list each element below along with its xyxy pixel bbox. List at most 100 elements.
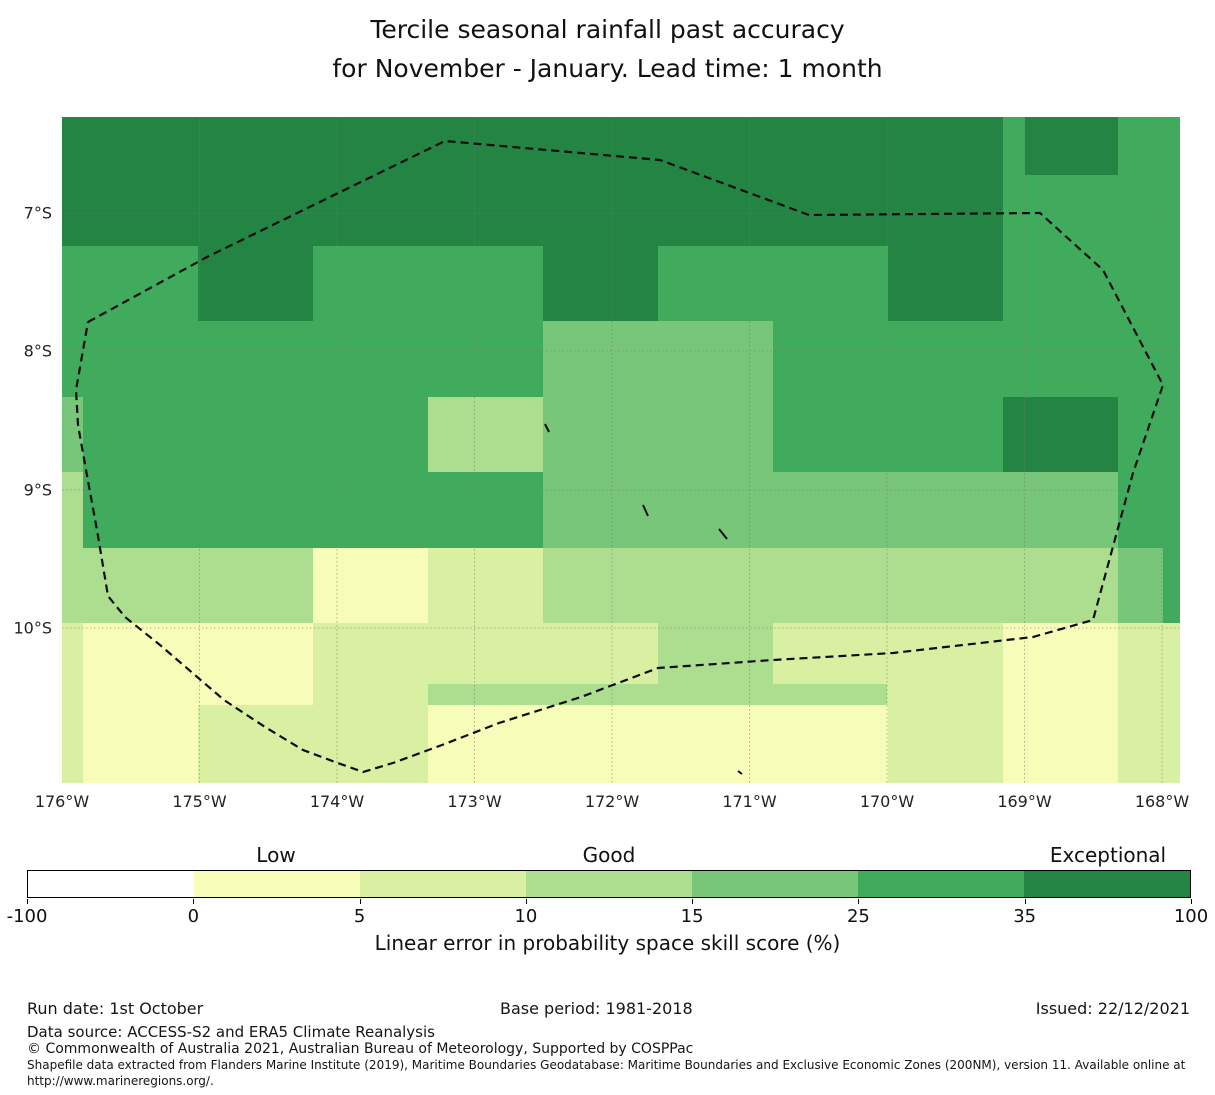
map-cell (428, 321, 543, 397)
map-cell (773, 548, 888, 623)
map-cell (543, 705, 658, 783)
map-cell (198, 246, 313, 321)
map-cell (1118, 623, 1180, 705)
map-cell (1003, 623, 1118, 705)
map-cell (198, 623, 313, 705)
map-cell (1118, 175, 1180, 246)
map-cell (198, 397, 313, 472)
map-cell (62, 623, 83, 705)
map-cell (1003, 548, 1118, 623)
colorbar-tick-mark (692, 899, 694, 904)
map-cell (83, 548, 198, 623)
colorbar-category-label: Low (256, 843, 296, 867)
map-cell (198, 705, 313, 783)
footer-shapefile-url: http://www.marineregions.org/. (27, 1074, 214, 1088)
x-tick-label: 173°W (447, 792, 502, 811)
x-tick-label: 170°W (859, 792, 915, 811)
map-cell (658, 705, 773, 783)
map-cell (888, 117, 1003, 175)
map-cell (658, 321, 773, 397)
map-cell (773, 117, 888, 175)
colorbar-segment (28, 871, 194, 897)
map-cell (658, 548, 773, 623)
map-cell (543, 246, 658, 321)
map-cell (543, 472, 658, 548)
map-cell (313, 548, 428, 623)
footer-issued-date: Issued: 22/12/2021 (1035, 999, 1190, 1018)
map-cell (888, 623, 1003, 705)
map-cell (888, 246, 1003, 321)
map-cell (428, 175, 543, 246)
map-cell (658, 246, 773, 321)
colorbar (27, 870, 1191, 898)
colorbar-tick-label: 5 (353, 906, 366, 927)
map-cell (888, 472, 1003, 548)
map-cell (83, 472, 198, 548)
map-cell (83, 321, 198, 397)
map-cell (62, 175, 83, 246)
map-cell (198, 321, 313, 397)
map-cell (1118, 472, 1180, 548)
map-cell (83, 397, 198, 472)
map-cell (313, 117, 428, 175)
chart-title-line1: Tercile seasonal rainfall past accuracy (370, 15, 845, 44)
map-cell (1003, 117, 1025, 175)
x-tick-label: 176°W (34, 792, 90, 811)
map-cell (83, 175, 198, 246)
map-cell (658, 175, 773, 246)
map-cell (428, 246, 543, 321)
y-tick-label: 9°S (23, 480, 52, 500)
map-cell (1118, 397, 1180, 472)
map-cell (313, 397, 428, 472)
x-tick-label: 169°W (997, 792, 1052, 811)
map-cell (428, 705, 543, 783)
map-cell (428, 548, 543, 623)
footer-run-date: Run date: 1st October (27, 999, 204, 1018)
map-cell (1118, 321, 1180, 397)
colorbar-tick-mark (525, 899, 527, 904)
map-cell (773, 246, 888, 321)
map-cell (543, 397, 658, 472)
x-tick-label: 175°W (172, 792, 227, 811)
map-cell (62, 548, 83, 623)
map-cell (62, 705, 83, 783)
footer-data-source: Data source: ACCESS-S2 and ERA5 Climate … (27, 1023, 435, 1041)
map-cell (1118, 246, 1180, 321)
colorbar-category-label: Good (582, 843, 636, 867)
map-cell (1003, 472, 1118, 548)
colorbar-tick-mark (27, 899, 28, 904)
colorbar-tick-mark (1191, 899, 1192, 904)
map-cell (543, 548, 658, 623)
map-cell (313, 246, 428, 321)
map-cell (198, 175, 313, 246)
map-cell (428, 397, 543, 472)
map-cell (1003, 321, 1118, 397)
map-cell (1118, 117, 1180, 175)
map-cell (198, 548, 313, 623)
colorbar-tick-mark (1024, 899, 1026, 904)
map-cell (1118, 705, 1180, 783)
colorbar-segment (858, 871, 1024, 897)
map-cell (62, 397, 83, 472)
map-cell (83, 117, 198, 175)
map-cell (62, 117, 83, 175)
colorbar-segment (194, 871, 360, 897)
colorbar-tick-mark (858, 899, 860, 904)
map-cell (313, 705, 428, 783)
colorbar-category-label: Exceptional (1049, 843, 1167, 867)
colorbar-tick-label: 10 (514, 906, 538, 927)
map-cell (83, 705, 198, 783)
map-cell (1163, 548, 1180, 623)
map-cell (543, 175, 658, 246)
map-cell (83, 246, 198, 321)
map-cell (62, 321, 83, 397)
x-tick-label: 171°W (722, 792, 777, 811)
map-cell (773, 705, 888, 783)
map-cell (773, 175, 888, 246)
colorbar-segment (360, 871, 526, 897)
map-cell (313, 623, 428, 705)
map-cell (773, 472, 888, 548)
map-cell (658, 472, 773, 548)
colorbar-tick-label: 100 (1173, 906, 1209, 927)
